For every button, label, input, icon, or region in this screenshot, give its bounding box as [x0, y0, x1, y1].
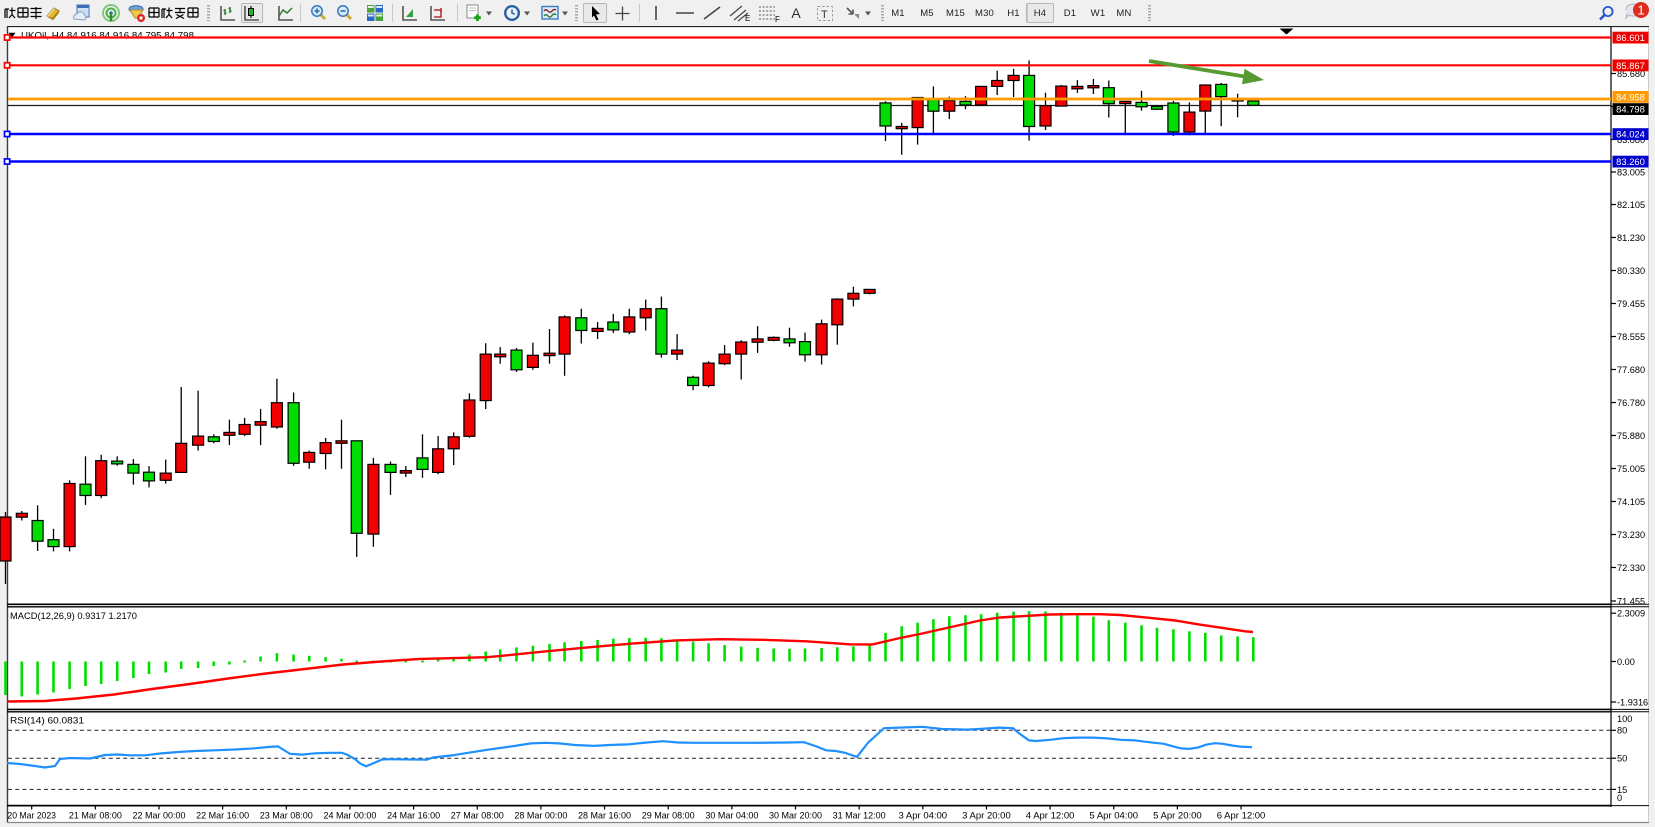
- svg-text:73.230: 73.230: [1617, 530, 1645, 540]
- svg-text:24 Mar 00:00: 24 Mar 00:00: [323, 810, 376, 821]
- svg-text:83.260: 83.260: [1616, 156, 1645, 167]
- svg-text:21 Mar 08:00: 21 Mar 08:00: [69, 810, 122, 821]
- svg-text:22 Mar 00:00: 22 Mar 00:00: [133, 810, 186, 821]
- svg-text:83.005: 83.005: [1617, 167, 1645, 177]
- svg-text:85.680: 85.680: [1617, 69, 1645, 79]
- svg-text:80.330: 80.330: [1617, 266, 1645, 276]
- svg-text:23 Mar 08:00: 23 Mar 08:00: [260, 810, 313, 821]
- svg-text:2.3009: 2.3009: [1617, 609, 1645, 619]
- svg-text:29 Mar 08:00: 29 Mar 08:00: [642, 810, 695, 821]
- svg-text:50: 50: [1617, 754, 1627, 764]
- svg-text:15: 15: [1617, 785, 1627, 795]
- svg-text:27 Mar 08:00: 27 Mar 08:00: [451, 810, 504, 821]
- svg-text:84.958: 84.958: [1616, 91, 1645, 102]
- svg-text:T: T: [821, 9, 828, 21]
- svg-text:82.105: 82.105: [1617, 200, 1645, 210]
- svg-text:100: 100: [1617, 714, 1632, 724]
- svg-text:76.780: 76.780: [1617, 398, 1645, 408]
- svg-text:77.680: 77.680: [1617, 365, 1645, 375]
- svg-text:84.024: 84.024: [1616, 129, 1645, 140]
- svg-text:30 Mar 20:00: 30 Mar 20:00: [769, 810, 822, 821]
- svg-text:5 Apr 20:00: 5 Apr 20:00: [1153, 810, 1202, 821]
- svg-text:80: 80: [1617, 726, 1627, 736]
- svg-text:F: F: [775, 15, 780, 23]
- svg-text:0.00: 0.00: [1617, 657, 1635, 667]
- svg-text:84.798: 84.798: [1616, 104, 1645, 115]
- svg-text:UKOil, H4 84.916 84.916 84.79: UKOil, H4 84.916 84.916 84.795 84.798: [21, 31, 194, 42]
- svg-text:75.880: 75.880: [1617, 431, 1645, 441]
- svg-text:85.867: 85.867: [1616, 60, 1645, 71]
- svg-text:28 Mar 00:00: 28 Mar 00:00: [514, 810, 567, 821]
- svg-text:31 Mar 12:00: 31 Mar 12:00: [833, 810, 886, 821]
- svg-text:22 Mar 16:00: 22 Mar 16:00: [196, 810, 249, 821]
- svg-text:71.455: 71.455: [1617, 596, 1645, 606]
- svg-text:3 Apr 20:00: 3 Apr 20:00: [962, 810, 1011, 821]
- svg-text:3 Apr 04:00: 3 Apr 04:00: [899, 810, 948, 821]
- svg-text:74.105: 74.105: [1617, 497, 1645, 507]
- svg-text:MACD(12,26,9) 0.9317 1.2170: MACD(12,26,9) 0.9317 1.2170: [10, 611, 137, 622]
- svg-text:81.230: 81.230: [1617, 233, 1645, 243]
- svg-text:5 Apr 04:00: 5 Apr 04:00: [1089, 810, 1138, 821]
- svg-text:78.555: 78.555: [1617, 332, 1645, 342]
- svg-text:-1.9316: -1.9316: [1617, 697, 1648, 707]
- svg-text:20 Mar 2023: 20 Mar 2023: [7, 810, 56, 821]
- svg-text:1: 1: [1637, 3, 1644, 18]
- svg-text:6 Apr 12:00: 6 Apr 12:00: [1217, 810, 1266, 821]
- svg-text:RSI(14) 60.0831: RSI(14) 60.0831: [10, 716, 84, 727]
- svg-text:28 Mar 16:00: 28 Mar 16:00: [578, 810, 631, 821]
- svg-text:24 Mar 16:00: 24 Mar 16:00: [387, 810, 440, 821]
- svg-text:75.005: 75.005: [1617, 464, 1645, 474]
- svg-text:4 Apr 12:00: 4 Apr 12:00: [1026, 810, 1075, 821]
- svg-text:30 Mar 04:00: 30 Mar 04:00: [705, 810, 758, 821]
- svg-text:0: 0: [1617, 793, 1622, 803]
- svg-text:79.455: 79.455: [1617, 299, 1645, 309]
- svg-text:E: E: [745, 14, 750, 23]
- svg-text:86.601: 86.601: [1616, 32, 1645, 43]
- svg-text:72.330: 72.330: [1617, 563, 1645, 573]
